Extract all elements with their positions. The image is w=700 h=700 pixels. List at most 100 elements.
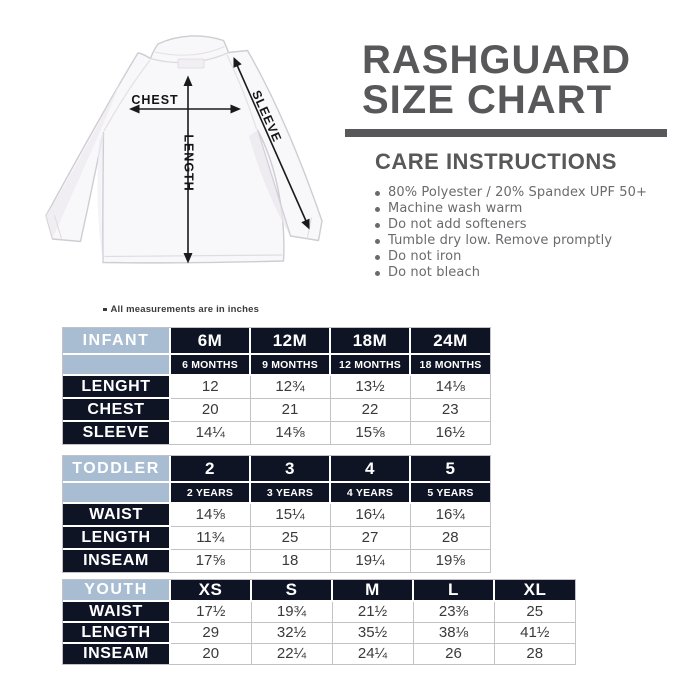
table-corner-cell <box>63 481 171 504</box>
size-value-cell: 14⅝ <box>249 420 331 444</box>
size-value-cell: 25 <box>249 525 331 550</box>
measurement-row-label: INSEAM <box>63 642 171 664</box>
size-value-cell: 19⅝ <box>409 548 490 572</box>
square-bullet-icon <box>103 307 107 312</box>
care-instructions-heading: CARE INSTRUCTIONS <box>375 149 617 174</box>
care-instruction-text: Do not bleach <box>388 265 481 280</box>
size-value-cell: 29 <box>169 621 252 644</box>
measurement-row-label: LENGHT <box>63 374 171 399</box>
size-column-header: 18M <box>329 328 411 355</box>
care-instruction-text: Tumble dry low. Remove promptly <box>388 233 613 248</box>
bullet-icon <box>375 238 380 244</box>
youth-table-frame: YOUTH XS S M L XL WAIST 17½ 19¾ 21½ 23⅜ 25 LENGTH 29 3… <box>62 579 576 665</box>
rashguard-illustration: CHEST LENGTH SLEEVE <box>45 35 323 264</box>
care-instruction-text: Do not iron <box>388 249 462 264</box>
size-value-cell: 17½ <box>169 600 252 623</box>
size-column-header: 6M <box>169 328 251 355</box>
infant-group-label: INFANT <box>63 328 171 355</box>
table-corner-cell <box>63 353 171 376</box>
size-column-subheader: 4 YEARS <box>329 481 411 504</box>
sleeve-arrow <box>233 57 310 230</box>
care-instruction-text: Do not add softeners <box>388 217 527 232</box>
size-column-subheader: 6 MONTHS <box>169 353 251 376</box>
size-value-cell: 16½ <box>409 420 490 444</box>
bullet-icon <box>375 206 380 212</box>
youth-group-label: YOUTH <box>63 580 171 602</box>
size-value-cell: 14⅛ <box>409 374 490 399</box>
care-instruction-item: Machine wash warm <box>375 201 667 217</box>
length-arrow <box>183 75 193 264</box>
care-instruction-item: Do not add softeners <box>375 217 667 233</box>
size-value-cell: 38⅛ <box>412 621 495 644</box>
length-measure-label: LENGTH <box>182 134 196 191</box>
size-value-cell: 23 <box>409 397 490 422</box>
care-instruction-item: Do not bleach <box>375 265 667 281</box>
size-column-subheader: 5 YEARS <box>409 481 490 504</box>
size-value-cell: 22¼ <box>250 642 333 664</box>
size-value-cell: 15¼ <box>249 502 331 527</box>
size-value-cell: 22 <box>329 397 411 422</box>
measurement-row-label: WAIST <box>63 600 171 623</box>
size-value-cell: 14¼ <box>169 420 251 444</box>
size-value-cell: 16¾ <box>409 502 490 527</box>
size-column-header: 3 <box>249 456 331 483</box>
size-column-subheader: 3 YEARS <box>249 481 331 504</box>
size-value-cell: 16¼ <box>329 502 411 527</box>
bullet-icon <box>375 270 380 276</box>
size-value-cell: 28 <box>409 525 490 550</box>
bullet-icon <box>375 254 380 260</box>
title-underline <box>345 129 667 137</box>
infant-table-frame: INFANT 6M 12M 18M 24M 6 MONTHS 9 MONTHS 12 MONT… <box>62 327 491 445</box>
size-value-cell: 32½ <box>250 621 333 644</box>
size-column-subheader: 9 MONTHS <box>249 353 331 376</box>
size-value-cell: 18 <box>249 548 331 572</box>
page-title-line1: RASHGUARD <box>362 38 631 82</box>
size-value-cell: 13½ <box>329 374 411 399</box>
care-instruction-item: Do not iron <box>375 249 667 265</box>
size-value-cell: 35½ <box>331 621 414 644</box>
size-column-subheader: 18 MONTHS <box>409 353 490 376</box>
size-column-subheader: 12 MONTHS <box>329 353 411 376</box>
size-value-cell: 19¾ <box>250 600 333 623</box>
size-value-cell: 17⅝ <box>169 548 251 572</box>
care-instruction-text: Machine wash warm <box>388 201 523 216</box>
size-column-header: S <box>250 580 333 602</box>
size-value-cell: 12¾ <box>249 374 331 399</box>
size-value-cell: 12 <box>169 374 251 399</box>
size-value-cell: 41½ <box>493 621 575 644</box>
toddler-size-table: TODDLER 2 3 4 5 2 YEARS 3 YEARS 4 YEARS 5 YEARS W… <box>63 456 490 572</box>
size-value-cell: 26 <box>412 642 495 664</box>
size-value-cell: 27 <box>329 525 411 550</box>
chest-arrow <box>129 104 241 114</box>
toddler-table-frame: TODDLER 2 3 4 5 2 YEARS 3 YEARS 4 YEARS 5 YEARS W… <box>62 455 491 573</box>
size-column-header: M <box>331 580 414 602</box>
bullet-icon <box>375 222 380 228</box>
neck-tag <box>177 58 205 69</box>
size-value-cell: 14⅝ <box>169 502 251 527</box>
size-column-header: 12M <box>249 328 331 355</box>
size-column-subheader: 2 YEARS <box>169 481 251 504</box>
size-value-cell: 28 <box>493 642 575 664</box>
measurement-note: All measurements are in inches <box>103 304 259 315</box>
care-instruction-text: 80% Polyester / 20% Spandex UPF 50+ <box>388 185 647 200</box>
measurement-note-text: All measurements are in inches <box>110 304 260 315</box>
care-instruction-item: 80% Polyester / 20% Spandex UPF 50+ <box>375 185 667 201</box>
size-value-cell: 19¼ <box>329 548 411 572</box>
toddler-group-label: TODDLER <box>63 456 171 483</box>
size-column-header: XS <box>169 580 252 602</box>
size-column-header: 2 <box>169 456 251 483</box>
size-value-cell: 23⅜ <box>412 600 495 623</box>
size-column-header: 24M <box>409 328 490 355</box>
title-block: RASHGUARD SIZE CHART CARE INSTRUCTIONS 8… <box>345 40 667 281</box>
infant-size-table: INFANT 6M 12M 18M 24M 6 MONTHS 9 MONTHS 12 MONT… <box>63 328 490 444</box>
care-instructions-list: 80% Polyester / 20% Spandex UPF 50+ Mach… <box>345 185 667 281</box>
chest-measure-label: CHEST <box>131 93 178 107</box>
size-column-header: 4 <box>329 456 411 483</box>
page-title-line2: SIZE CHART <box>362 78 612 122</box>
size-value-cell: 21½ <box>331 600 414 623</box>
size-value-cell: 11¾ <box>169 525 251 550</box>
bullet-icon <box>375 190 380 196</box>
measurement-row-label: CHEST <box>63 397 171 422</box>
size-value-cell: 20 <box>169 397 251 422</box>
